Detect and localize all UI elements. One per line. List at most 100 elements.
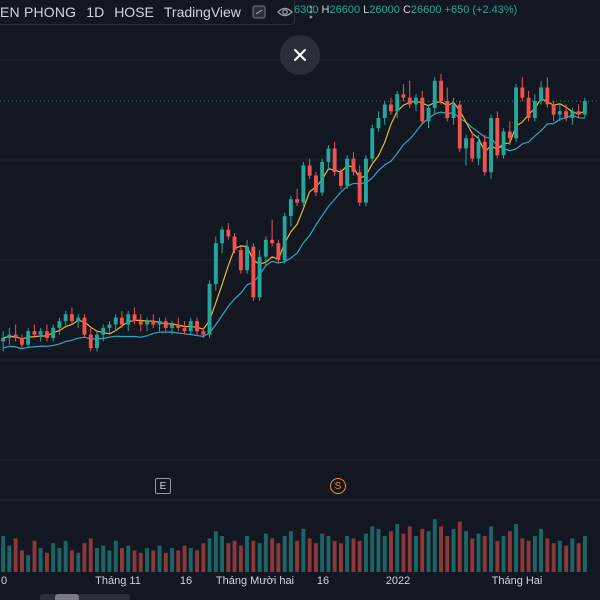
candle-body[interactable] <box>582 101 587 115</box>
candle-body[interactable] <box>407 97 412 105</box>
candle-body[interactable] <box>76 317 81 322</box>
candle-body[interactable] <box>545 87 550 105</box>
candle-body[interactable] <box>57 321 62 328</box>
candle-body[interactable] <box>107 324 112 328</box>
candle-body[interactable] <box>532 101 537 118</box>
candle-body[interactable] <box>251 246 256 298</box>
time-axis[interactable]: 0 Tháng 11 16 Tháng Mười hai 16 2022 Thá… <box>0 575 600 591</box>
candle-body[interactable] <box>220 229 224 244</box>
candle-body[interactable] <box>63 314 68 322</box>
candle-body[interactable] <box>320 162 325 193</box>
candle-body[interactable] <box>26 331 31 345</box>
candle-body[interactable] <box>138 321 143 325</box>
candle-body[interactable] <box>364 158 368 203</box>
candle-body[interactable] <box>38 331 43 335</box>
candle-body[interactable] <box>32 331 37 335</box>
interval-label[interactable]: 1D <box>86 4 105 20</box>
candle-body[interactable] <box>332 148 337 173</box>
candle-body[interactable] <box>539 87 543 102</box>
candle-body[interactable] <box>257 256 262 298</box>
candle-body[interactable] <box>232 236 237 251</box>
eye-icon[interactable] <box>277 4 293 20</box>
dividend-marker[interactable]: S <box>330 478 346 494</box>
candle-body[interactable] <box>82 317 87 335</box>
candle-body[interactable] <box>476 141 481 159</box>
candle-body[interactable] <box>564 111 569 118</box>
more-options-icon[interactable] <box>303 4 319 20</box>
candle-body[interactable] <box>514 87 518 139</box>
candle-body[interactable] <box>263 239 268 257</box>
candle-body[interactable] <box>113 317 118 325</box>
candle-body[interactable] <box>426 107 431 122</box>
candle-body[interactable] <box>551 104 556 115</box>
candle-body[interactable] <box>195 321 199 332</box>
candle-body[interactable] <box>464 138 468 149</box>
candle-body[interactable] <box>270 239 275 244</box>
candle-body[interactable] <box>526 97 531 118</box>
candle-body[interactable] <box>126 314 131 325</box>
candle-body[interactable] <box>182 327 187 332</box>
candle-body[interactable] <box>395 94 400 112</box>
candle-body[interactable] <box>420 97 425 122</box>
candle-body[interactable] <box>101 327 106 335</box>
candle-body[interactable] <box>357 172 362 203</box>
candle-body[interactable] <box>238 250 243 271</box>
candle-body[interactable] <box>163 321 168 328</box>
candle-body[interactable] <box>20 338 24 345</box>
candle-body[interactable] <box>70 314 74 322</box>
candle-body[interactable] <box>570 111 575 118</box>
symbol-name[interactable]: EN PHONG <box>0 4 77 20</box>
candle-body[interactable] <box>557 111 562 115</box>
range-pill[interactable] <box>40 594 130 600</box>
earnings-marker[interactable]: E <box>155 478 171 494</box>
candle-body[interactable] <box>301 165 306 203</box>
candle-body[interactable] <box>95 334 99 349</box>
collapse-icon[interactable] <box>251 4 267 20</box>
candle-body[interactable] <box>145 321 149 325</box>
candle-body[interactable] <box>576 111 581 115</box>
candle-body[interactable] <box>7 334 12 338</box>
candle-body[interactable] <box>282 216 287 261</box>
candle-body[interactable] <box>188 321 193 332</box>
candle-body[interactable] <box>401 94 406 98</box>
candle-body[interactable] <box>376 118 381 129</box>
candle-body[interactable] <box>151 321 156 325</box>
candle-body[interactable] <box>295 199 300 203</box>
candle-body[interactable] <box>201 331 206 335</box>
candle-body[interactable] <box>489 118 493 173</box>
candle-body[interactable] <box>314 175 318 193</box>
candle-body[interactable] <box>326 148 331 163</box>
candle-body[interactable] <box>226 229 231 237</box>
candle-body[interactable] <box>307 165 312 176</box>
candle-body[interactable] <box>120 317 124 325</box>
candle-body[interactable] <box>88 334 93 349</box>
candle-body[interactable] <box>520 87 525 98</box>
candle-body[interactable] <box>276 243 281 261</box>
candle-body[interactable] <box>445 101 450 118</box>
close-button[interactable] <box>280 35 320 75</box>
candle-body[interactable] <box>482 141 487 173</box>
candle-body[interactable] <box>507 131 512 139</box>
candle-body[interactable] <box>132 314 137 322</box>
candle-body[interactable] <box>389 104 393 112</box>
candle-body[interactable] <box>432 80 437 108</box>
candle-body[interactable] <box>157 321 162 325</box>
candle-body[interactable] <box>470 138 475 159</box>
candle-body[interactable] <box>207 283 212 335</box>
candle-body[interactable] <box>457 104 462 149</box>
candle-body[interactable] <box>501 131 506 156</box>
candle-body[interactable] <box>495 118 500 156</box>
candle-body[interactable] <box>13 334 18 338</box>
candle-body[interactable] <box>439 80 443 102</box>
candle-body[interactable] <box>339 172 343 186</box>
candle-body[interactable] <box>351 158 356 173</box>
candle-body[interactable] <box>451 104 456 119</box>
candle-body[interactable] <box>288 199 293 217</box>
candle-body[interactable] <box>51 327 56 338</box>
candle-body[interactable] <box>370 128 375 159</box>
candle-body[interactable] <box>1 338 6 342</box>
candle-body[interactable] <box>45 331 49 338</box>
candle-body[interactable] <box>170 324 174 328</box>
range-pill-active[interactable] <box>55 594 79 600</box>
